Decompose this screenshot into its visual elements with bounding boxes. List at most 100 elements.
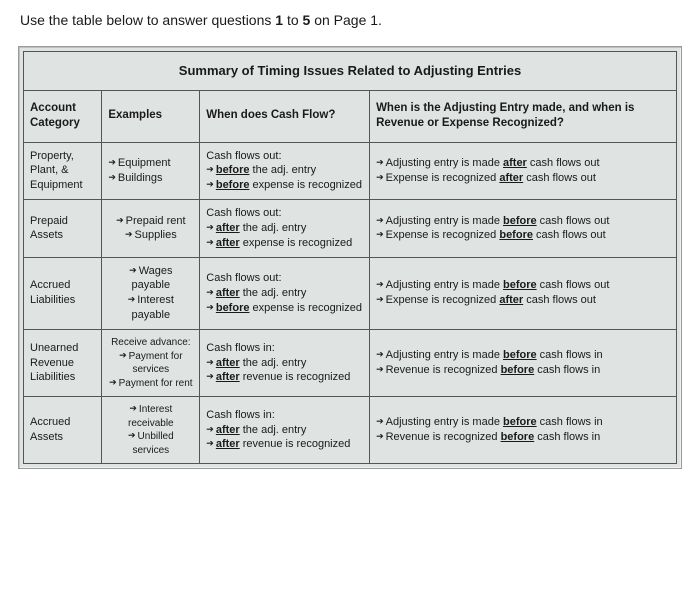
cf-txt: expense is recognized xyxy=(249,179,362,191)
hdr-examples: Examples xyxy=(102,90,200,142)
cf-line: after revenue is recognized xyxy=(206,437,363,452)
cell-examples: Wages payable Interest payable xyxy=(102,257,200,329)
adj-pre: Adjusting entry is made xyxy=(386,279,503,291)
instruction-text: Use the table below to answer questions … xyxy=(18,12,682,28)
example-item: Buildings xyxy=(108,171,193,186)
cf-line: after revenue is recognized xyxy=(206,370,363,385)
adj-line: Adjusting entry is made before cash flow… xyxy=(376,278,670,293)
cell-examples: Equipment Buildings xyxy=(102,142,200,200)
cat-line: Revenue xyxy=(30,356,95,371)
table-row: Accrued Assets Interest receivable Unbil… xyxy=(24,397,677,464)
adj-line: Adjusting entry is made after cash flows… xyxy=(376,156,670,171)
cf-line: before expense is recognized xyxy=(206,178,363,193)
cell-adjusting: Adjusting entry is made before cash flow… xyxy=(370,330,677,397)
cat-line: Accrued xyxy=(30,415,95,430)
cell-cashflow: Cash flows out: after the adj. entry aft… xyxy=(200,200,370,258)
adj-line: Revenue is recognized before cash flows … xyxy=(376,363,670,378)
adj-post: cash flows out xyxy=(533,229,606,241)
cf-line: after the adj. entry xyxy=(206,286,363,301)
cell-cashflow: Cash flows out: after the adj. entry bef… xyxy=(200,257,370,329)
table-row: Property, Plant, & Equipment Equipment B… xyxy=(24,142,677,200)
cell-adjusting: Adjusting entry is made before cash flow… xyxy=(370,257,677,329)
adj-kw: after xyxy=(499,172,523,184)
cat-line: Accrued xyxy=(30,278,95,293)
cell-adjusting: Adjusting entry is made before cash flow… xyxy=(370,200,677,258)
adj-post: cash flows out xyxy=(537,279,610,291)
cf-kw: before xyxy=(216,179,250,191)
instr-mid: to xyxy=(283,12,302,28)
adj-pre: Expense is recognized xyxy=(386,294,500,306)
adj-line: Adjusting entry is made before cash flow… xyxy=(376,348,670,363)
adj-line: Revenue is recognized before cash flows … xyxy=(376,430,670,445)
cf-txt: expense is recognized xyxy=(249,302,362,314)
instr-post: on Page 1. xyxy=(310,12,382,28)
cf-txt: the adj. entry xyxy=(249,164,316,176)
cat-line: Plant, & xyxy=(30,163,95,178)
instr-b1: 1 xyxy=(275,12,283,28)
cf-kw: after xyxy=(216,424,240,436)
example-item: Equipment xyxy=(108,156,193,171)
example-item: Payment for rent xyxy=(108,377,193,391)
cell-category: Prepaid Assets xyxy=(24,200,102,258)
adj-post: cash flows out xyxy=(527,157,600,169)
table-row: Prepaid Assets Prepaid rent Supplies Cas… xyxy=(24,200,677,258)
table-row: Accrued Liabilities Wages payable Intere… xyxy=(24,257,677,329)
example-item: Wages payable xyxy=(108,264,193,294)
hdr-adjusting: When is the Adjusting Entry made, and wh… xyxy=(370,90,677,142)
cf-txt: the adj. entry xyxy=(240,287,307,299)
cf-line: before expense is recognized xyxy=(206,301,363,316)
adj-line: Expense is recognized after cash flows o… xyxy=(376,293,670,308)
table-title: Summary of Timing Issues Related to Adju… xyxy=(24,52,677,91)
instr-pre: Use the table below to answer questions xyxy=(20,12,275,28)
adj-pre: Expense is recognized xyxy=(386,229,500,241)
cf-kw: before xyxy=(216,164,250,176)
cf-txt: the adj. entry xyxy=(240,424,307,436)
cf-kw: after xyxy=(216,222,240,234)
example-item: Interest receivable xyxy=(108,403,193,430)
adj-line: Adjusting entry is made before cash flow… xyxy=(376,214,670,229)
adj-kw: before xyxy=(503,215,537,227)
adj-post: cash flows out xyxy=(523,294,596,306)
cf-line: before the adj. entry xyxy=(206,163,363,178)
adj-kw: before xyxy=(501,431,535,443)
adj-kw: before xyxy=(503,279,537,291)
adj-kw: before xyxy=(503,349,537,361)
adj-kw: before xyxy=(501,364,535,376)
example-item: Supplies xyxy=(108,228,193,243)
example-item: Unbilled services xyxy=(108,430,193,457)
table-row: Unearned Revenue Liabilities Receive adv… xyxy=(24,330,677,397)
adj-post: cash flows in xyxy=(537,349,603,361)
cell-cashflow: Cash flows in: after the adj. entry afte… xyxy=(200,330,370,397)
cat-line: Property, xyxy=(30,149,95,164)
hdr-cashflow: When does Cash Flow? xyxy=(200,90,370,142)
adj-post: cash flows out xyxy=(537,215,610,227)
cat-line: Equipment xyxy=(30,178,95,193)
adj-pre: Adjusting entry is made xyxy=(386,349,503,361)
cf-txt: revenue is recognized xyxy=(240,371,351,383)
cell-adjusting: Adjusting entry is made after cash flows… xyxy=(370,142,677,200)
cf-header: Cash flows out: xyxy=(206,271,363,286)
cell-examples: Interest receivable Unbilled services xyxy=(102,397,200,464)
adj-pre: Adjusting entry is made xyxy=(386,416,503,428)
cat-line: Prepaid xyxy=(30,214,95,229)
adj-pre: Revenue is recognized xyxy=(386,364,501,376)
adj-kw: before xyxy=(499,229,533,241)
timing-table: Summary of Timing Issues Related to Adju… xyxy=(23,51,677,464)
cf-kw: after xyxy=(216,371,240,383)
cf-header: Cash flows out: xyxy=(206,149,363,164)
adj-line: Expense is recognized after cash flows o… xyxy=(376,171,670,186)
adj-line: Adjusting entry is made before cash flow… xyxy=(376,415,670,430)
cf-txt: the adj. entry xyxy=(240,222,307,234)
example-header: Receive advance: xyxy=(108,336,193,350)
cat-line: Liabilities xyxy=(30,370,95,385)
adj-kw: after xyxy=(499,294,523,306)
cat-line: Liabilities xyxy=(30,293,95,308)
example-item: Prepaid rent xyxy=(108,214,193,229)
cf-line: after the adj. entry xyxy=(206,356,363,371)
adj-post: cash flows in xyxy=(537,416,603,428)
cell-cashflow: Cash flows in: after the adj. entry afte… xyxy=(200,397,370,464)
adj-kw: before xyxy=(503,416,537,428)
cat-line: Unearned xyxy=(30,341,95,356)
cf-txt: the adj. entry xyxy=(240,357,307,369)
table-panel: Summary of Timing Issues Related to Adju… xyxy=(18,46,682,469)
